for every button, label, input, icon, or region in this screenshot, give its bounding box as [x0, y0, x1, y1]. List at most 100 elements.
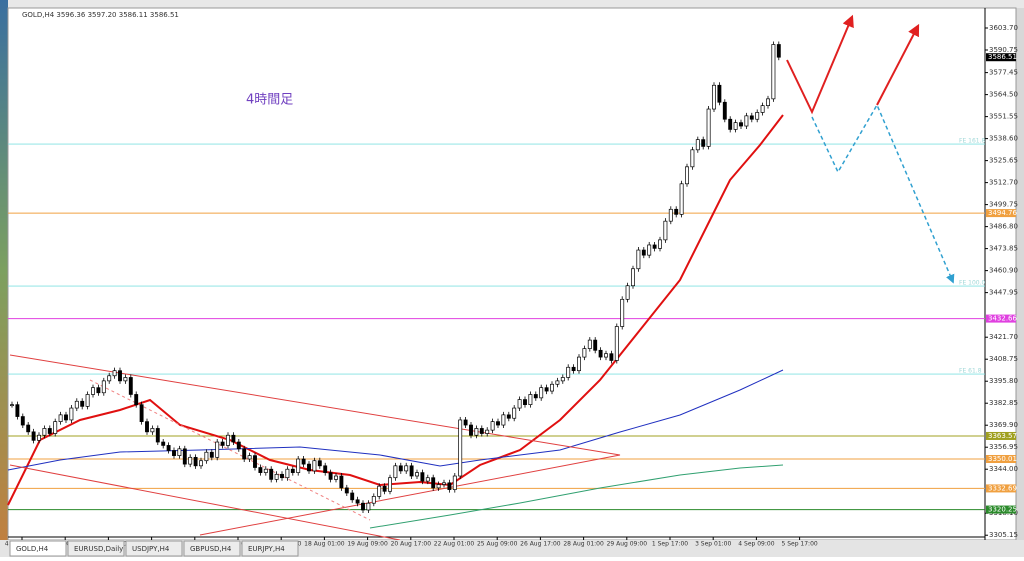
price-tag-label: 3320.25	[988, 506, 1017, 514]
candle-body	[533, 394, 538, 399]
candle-body	[139, 404, 144, 422]
tab-label[interactable]: GBPUSD,H4	[190, 545, 232, 553]
candle-body	[323, 465, 328, 473]
candle-body	[26, 424, 31, 433]
trendline	[9, 464, 401, 541]
candle-body	[749, 115, 754, 120]
tab-label[interactable]: GOLD,H4	[16, 545, 49, 553]
candle-body	[668, 208, 673, 222]
price-tag	[986, 314, 1016, 323]
candle-body	[636, 249, 641, 270]
candle-body	[312, 460, 317, 472]
candle-body	[344, 487, 349, 494]
price-tag	[986, 505, 1016, 514]
x-tick-label: 4 Sep 09:00	[738, 541, 774, 548]
trendline	[9, 354, 621, 536]
y-tick-label: 3344.00	[989, 465, 1018, 473]
candle-body	[755, 112, 760, 120]
ma-fast	[7, 114, 784, 506]
candle-body	[690, 149, 695, 168]
candle-body	[598, 349, 603, 358]
tab[interactable]	[125, 540, 183, 557]
candle-body	[539, 387, 544, 399]
candle-body	[674, 208, 679, 215]
tab-label[interactable]: USDJPY,H4	[132, 545, 170, 553]
candle-body	[155, 428, 160, 443]
candle-body	[334, 475, 338, 480]
ma-mid	[7, 369, 784, 471]
candle-body	[685, 166, 689, 185]
candle-body	[463, 419, 468, 426]
candle-body	[247, 455, 252, 460]
candle-body	[517, 399, 522, 409]
candle-body	[431, 477, 436, 489]
candle-body	[722, 101, 727, 120]
candle-body	[172, 450, 176, 456]
candle-body	[577, 356, 581, 372]
candle-body	[776, 44, 781, 58]
price-tag	[986, 209, 1016, 218]
tab[interactable]	[183, 540, 241, 557]
x-tick-label: 29 Aug 09:00	[607, 541, 648, 548]
candle-body	[123, 377, 128, 382]
scenario-arrow	[876, 23, 920, 106]
tab[interactable]	[67, 540, 125, 557]
y-tick-label: 3460.90	[989, 267, 1018, 275]
annotation: 4時間足	[246, 93, 293, 108]
tab-label[interactable]: EURUSD,Daily	[74, 545, 123, 553]
candle-body	[231, 434, 236, 443]
candle-body	[274, 473, 279, 480]
price-tag	[986, 455, 1016, 464]
candle-body	[420, 472, 425, 482]
chart-header: GOLD,H4 3596.36 3597.20 3586.11 3586.51	[22, 11, 179, 19]
y-tick-label: 3603.70	[989, 24, 1018, 32]
candle-body	[506, 414, 511, 419]
candle-body	[69, 407, 74, 421]
chart-area	[7, 7, 1017, 541]
trendline	[89, 379, 371, 521]
y-tick-label: 3564.50	[989, 91, 1018, 99]
candle-body	[204, 451, 209, 462]
candle-body	[679, 183, 684, 215]
candle-body	[371, 496, 376, 504]
candle-body	[361, 502, 365, 511]
candle-body	[199, 460, 203, 467]
tab[interactable]	[9, 540, 67, 557]
desktop-edge	[0, 0, 8, 540]
candle-body	[215, 441, 220, 458]
candle-body	[393, 465, 398, 479]
x-tick-label: 3 Sep 01:00	[695, 541, 731, 548]
candle-body	[350, 492, 355, 501]
candle-body	[550, 383, 554, 392]
indicators	[7, 14, 955, 541]
tab-label[interactable]: EURJPY,H4	[248, 545, 285, 553]
window-edge	[1016, 8, 1024, 540]
candle-body	[301, 458, 306, 465]
candle-body	[209, 451, 214, 458]
candle-body	[766, 98, 770, 106]
candle-body	[647, 244, 652, 256]
y-tick-label: 3421.70	[989, 333, 1018, 341]
candle-body	[96, 387, 101, 394]
candle-body	[733, 122, 738, 130]
candle-body	[409, 465, 414, 477]
x-tick-label: 25 Aug 09:00	[477, 541, 518, 548]
y-tick-label: 3525.65	[989, 157, 1018, 165]
candle-body	[442, 482, 446, 485]
candle-body	[560, 377, 565, 382]
candle-body	[258, 467, 263, 473]
x-tick-label: 5 Sep 17:00	[781, 541, 817, 548]
candle-body	[620, 298, 625, 327]
candle-body	[328, 472, 333, 480]
candle-body	[91, 387, 95, 395]
candle-body	[469, 424, 473, 436]
tab[interactable]	[241, 540, 299, 557]
candle-body	[496, 421, 500, 426]
candle-body	[425, 477, 430, 482]
candle-body	[663, 220, 668, 241]
candle-body	[150, 428, 155, 433]
candle-body	[263, 468, 268, 473]
candle-body	[134, 394, 139, 406]
y-tick-label: 3473.85	[989, 245, 1018, 253]
candle-body	[112, 370, 117, 377]
